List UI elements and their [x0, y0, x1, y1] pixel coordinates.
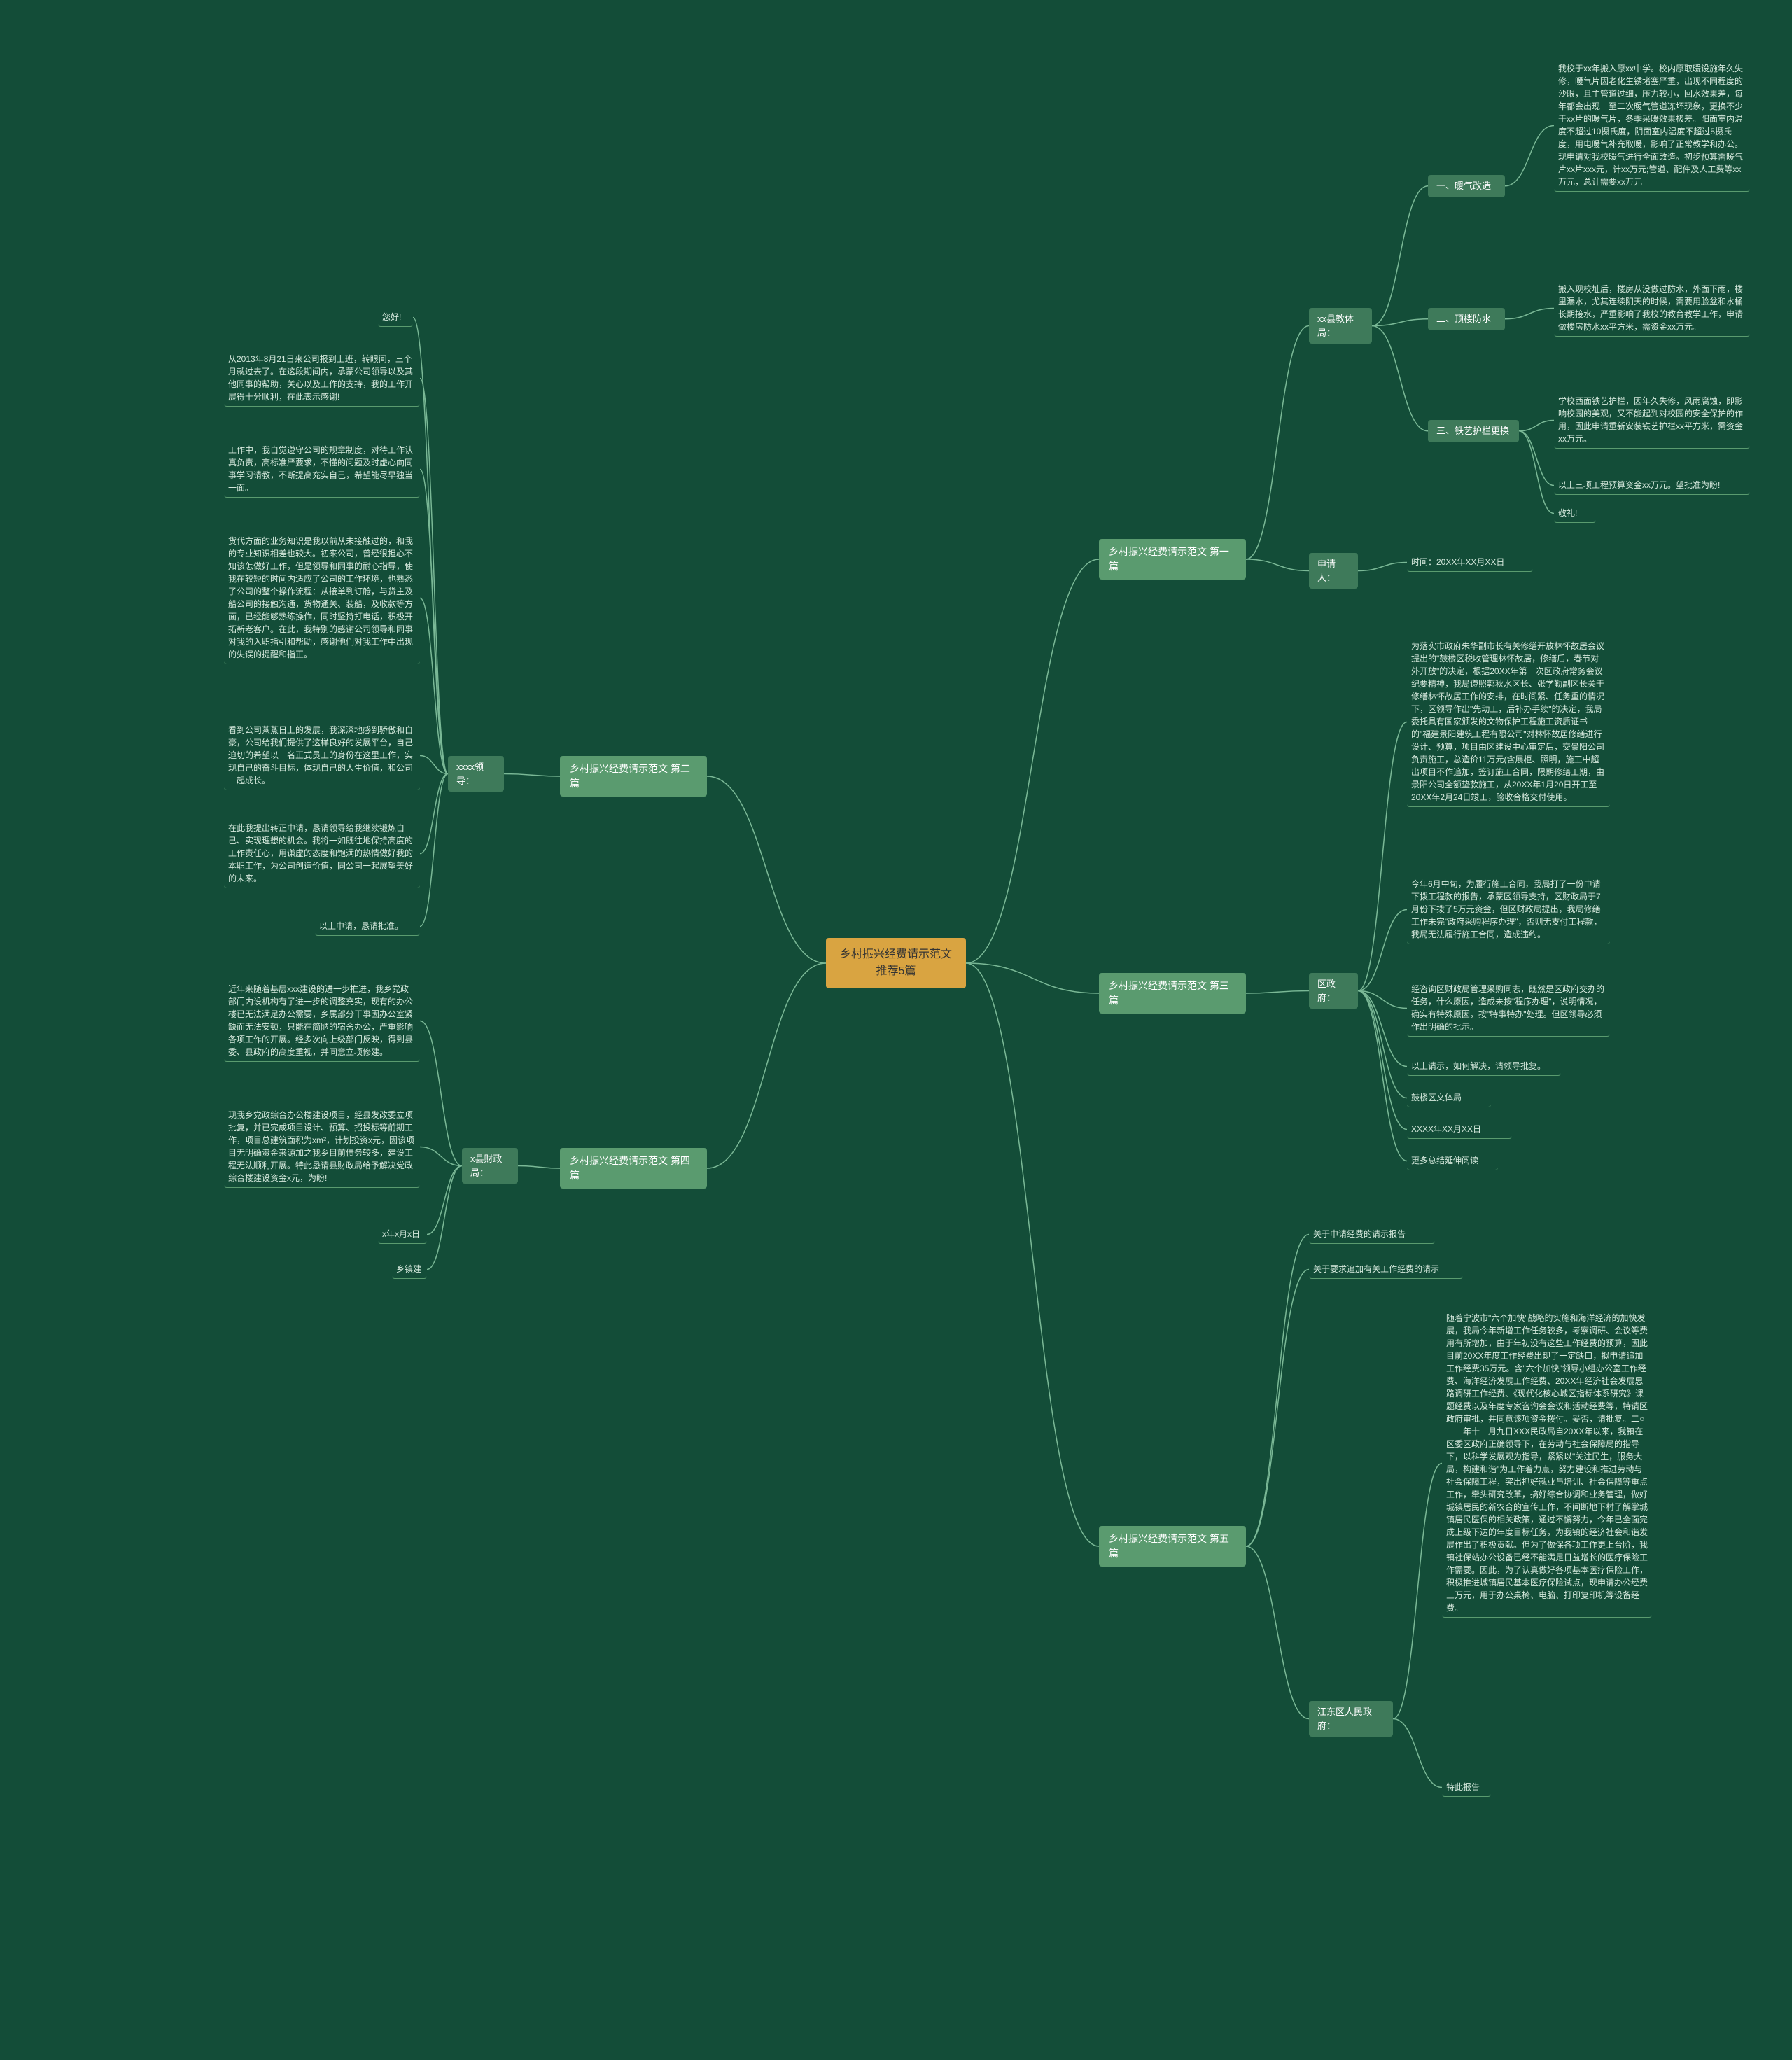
mindmap-node-l1a3c: 敬礼! — [1554, 504, 1596, 523]
mindmap-node-l1b1: 时间：20XX年XX月XX日 — [1407, 553, 1533, 572]
mindmap-node-b3: 乡村振兴经费请示范文 第三篇 — [1099, 973, 1246, 1014]
mindmap-node-l2a6: 在此我提出转正申请，恳请领导给我继续锻炼自己、实现理想的机会。我将一如既往地保持… — [224, 819, 420, 888]
mindmap-node-l2a3: 工作中，我自觉遵守公司的规章制度，对待工作认真负责，高标准严要求，不懂的问题及时… — [224, 441, 420, 498]
mindmap-node-l2a5: 看到公司蒸蒸日上的发展，我深深地感到骄傲和自豪，公司给我们提供了这样良好的发展平… — [224, 721, 420, 790]
mindmap-node-l2a1: 您好! — [378, 308, 413, 327]
mindmap-node-l2a7: 以上申请，恳请批准。 — [315, 917, 420, 936]
mindmap-node-s1a: xx县教体局： — [1309, 308, 1372, 344]
mindmap-node-s1a3: 三、铁艺护栏更换 — [1428, 420, 1519, 442]
mindmap-node-s2a: xxxx领导： — [448, 756, 504, 792]
mindmap-node-l3a2: 今年6月中旬，为履行施工合同，我局打了一份申请下拨工程款的报告，承蒙区领导支持，… — [1407, 875, 1610, 944]
mindmap-node-s5c: 江东区人民政府： — [1309, 1701, 1393, 1737]
mindmap-node-l1a1a: 我校于xx年搬入原xx中学。校内原取暖设施年久失修，暖气片因老化生锈堵塞严重，出… — [1554, 59, 1750, 192]
mindmap-node-l3a7: 更多总结延伸阅读 — [1407, 1151, 1498, 1170]
mindmap-node-b1: 乡村振兴经费请示范文 第一篇 — [1099, 539, 1246, 580]
mindmap-node-l3a4: 以上请示，如何解决，请领导批复。 — [1407, 1057, 1561, 1076]
mindmap-node-s4a: x县财政局： — [462, 1148, 518, 1184]
mindmap-node-l1a2a: 搬入现校址后，楼房从没做过防水，外面下雨，楼里漏水，尤其连续阴天的时候，需要用脸… — [1554, 280, 1750, 337]
mindmap-node-l3a6: XXXX年XX月XX日 — [1407, 1120, 1512, 1139]
mindmap-node-l4a1: 近年来随着基层xxx建设的进一步推进，我乡党政部门内设机构有了进一步的调整充实，… — [224, 980, 420, 1062]
mindmap-node-b5: 乡村振兴经费请示范文 第五篇 — [1099, 1526, 1246, 1567]
mindmap-node-l5c2: 特此报告 — [1442, 1778, 1491, 1797]
mindmap-node-l1a3a: 学校西面铁艺护栏，因年久失修，风雨腐蚀，即影响校园的美观，又不能起到对校园的安全… — [1554, 392, 1750, 449]
mindmap-node-l4a4: 乡镇建 — [392, 1260, 427, 1279]
mindmap-node-l3a1: 为落实市政府朱华副市长有关修缮开放林怀故居会议提出的"鼓楼区税收管理林怀故居，修… — [1407, 637, 1610, 807]
mindmap-node-s1a1: 一、暖气改造 — [1428, 175, 1505, 197]
mindmap-node-l3a3: 经咨询区财政局管理采购同志，既然是区政府交办的任务，什么原因，造成未按"程序办理… — [1407, 980, 1610, 1037]
mindmap-node-l3a5: 鼓楼区文体局 — [1407, 1088, 1491, 1107]
mindmap-node-l2a4: 货代方面的业务知识是我以前从未接触过的，和我的专业知识相差也较大。初来公司，曾经… — [224, 532, 420, 664]
mindmap-node-s3a: 区政府： — [1309, 973, 1358, 1009]
mindmap-node-s1b: 申请人： — [1309, 553, 1358, 589]
mindmap-node-s1a2: 二、顶楼防水 — [1428, 308, 1505, 330]
mindmap-node-b2: 乡村振兴经费请示范文 第二篇 — [560, 756, 707, 797]
mindmap-node-l4a2: 现我乡党政综合办公楼建设项目，经县发改委立项批复，并已完成项目设计、预算、招投标… — [224, 1106, 420, 1188]
mindmap-node-l5b: 关于要求追加有关工作经费的请示 — [1309, 1260, 1463, 1279]
mindmap-node-l1a3b: 以上三项工程预算资金xx万元。望批准为盼! — [1554, 476, 1750, 495]
mindmap-node-b4: 乡村振兴经费请示范文 第四篇 — [560, 1148, 707, 1189]
mindmap-node-l5a: 关于申请经费的请示报告 — [1309, 1225, 1435, 1244]
mindmap-node-l5c1: 随着宁波市"六个加快"战略的实施和海洋经济的加快发展，我局今年新增工作任务较多，… — [1442, 1309, 1652, 1618]
mindmap-node-root: 乡村振兴经费请示范文推荐5篇 — [826, 938, 966, 988]
mindmap-node-l4a3: x年x月x日 — [378, 1225, 427, 1244]
mindmap-node-l2a2: 从2013年8月21日来公司报到上班，转眼间，三个月就过去了。在这段期间内，承蒙… — [224, 350, 420, 407]
